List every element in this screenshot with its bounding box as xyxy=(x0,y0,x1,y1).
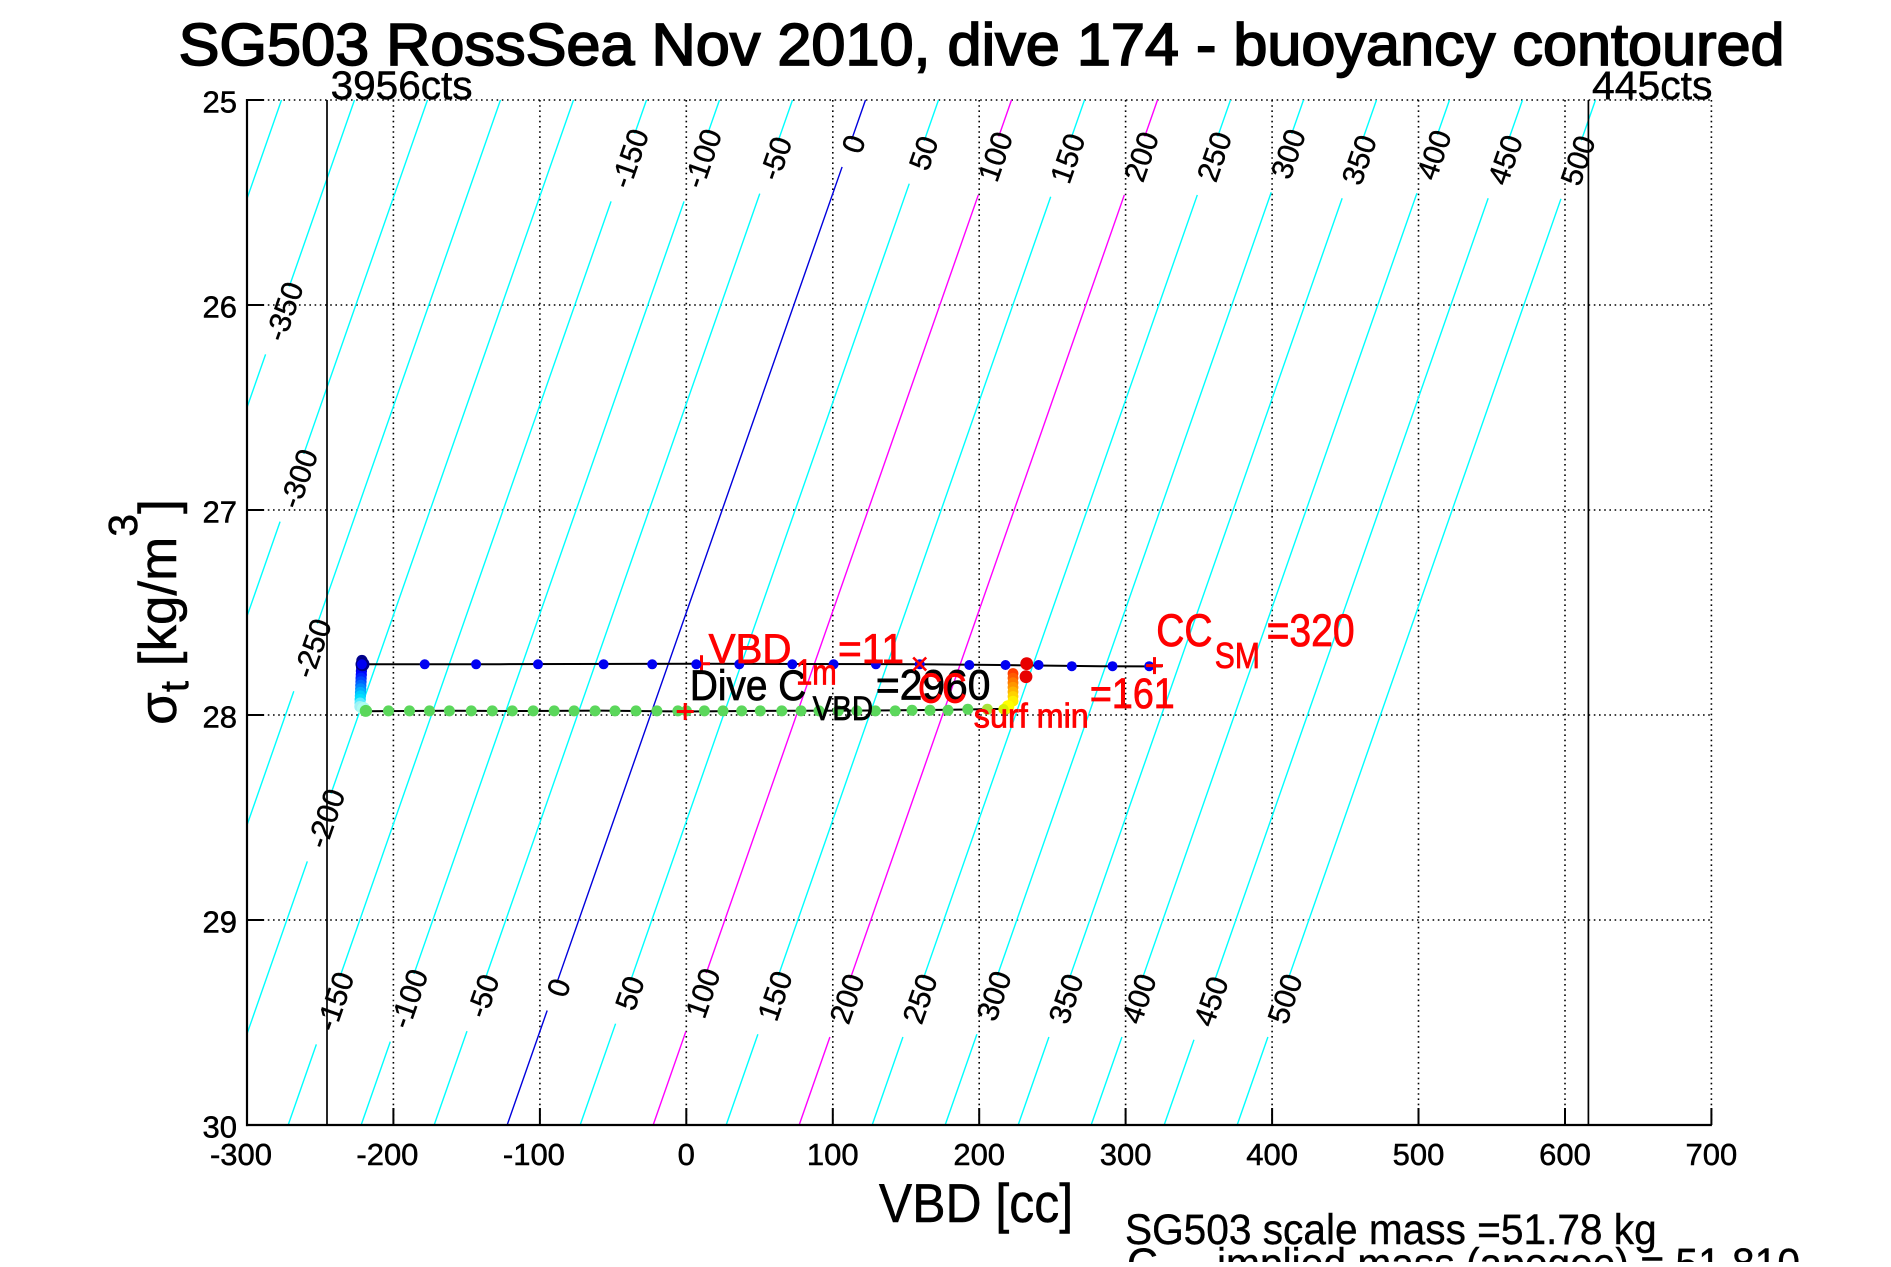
svg-text:CC: CC xyxy=(918,664,966,711)
svg-text:500: 500 xyxy=(1393,1137,1445,1172)
svg-text:30: 30 xyxy=(203,1110,237,1145)
svg-text:25: 25 xyxy=(203,85,237,120)
svg-text:=320: =320 xyxy=(1267,605,1355,656)
svg-text:-100: -100 xyxy=(503,1137,565,1172)
svg-text:100: 100 xyxy=(807,1137,859,1172)
svg-text:=161: =161 xyxy=(1090,670,1175,718)
svg-text:-300: -300 xyxy=(210,1137,272,1172)
svg-text:-200: -200 xyxy=(356,1137,418,1172)
svg-text:445cts: 445cts xyxy=(1592,64,1713,108)
svg-text:26: 26 xyxy=(203,290,237,325)
svg-text:0: 0 xyxy=(678,1137,695,1172)
svg-text:Dive C: Dive C xyxy=(690,662,806,710)
svg-text:VBD: VBD xyxy=(813,690,874,728)
svg-text:C: C xyxy=(1127,1240,1158,1262)
svg-text:200: 200 xyxy=(953,1137,1005,1172)
svg-text:SG503 scale mass =51.78 kg: SG503 scale mass =51.78 kg xyxy=(1125,1206,1657,1254)
svg-text:400: 400 xyxy=(1246,1137,1298,1172)
svg-text:700: 700 xyxy=(1686,1137,1738,1172)
svg-text:surf min: surf min xyxy=(974,698,1089,736)
svg-text:28: 28 xyxy=(203,700,237,735)
svg-text:SG503 RossSea Nov 2010, dive 1: SG503 RossSea Nov 2010, dive 174 - buoya… xyxy=(179,12,1785,78)
svg-text:27: 27 xyxy=(203,495,237,530)
svg-text:implied mass (apogee) = 51.810: implied mass (apogee) = 51.810 xyxy=(1217,1240,1800,1262)
svg-text:1m: 1m xyxy=(796,652,837,693)
svg-text:VBD [cc]: VBD [cc] xyxy=(879,1172,1073,1234)
svg-text:=2960: =2960 xyxy=(876,662,991,710)
svg-text:σt [kg/m3]: σt [kg/m3] xyxy=(100,499,197,725)
svg-text:=11: =11 xyxy=(838,625,904,672)
svg-text:600: 600 xyxy=(1539,1137,1591,1172)
svg-text:CC: CC xyxy=(1156,605,1212,656)
svg-text:3956cts: 3956cts xyxy=(331,64,473,108)
svg-text:SM: SM xyxy=(1215,635,1260,676)
svg-text:29: 29 xyxy=(203,905,237,940)
svg-text:300: 300 xyxy=(1100,1137,1152,1172)
svg-text:VBD: VBD xyxy=(709,625,792,672)
